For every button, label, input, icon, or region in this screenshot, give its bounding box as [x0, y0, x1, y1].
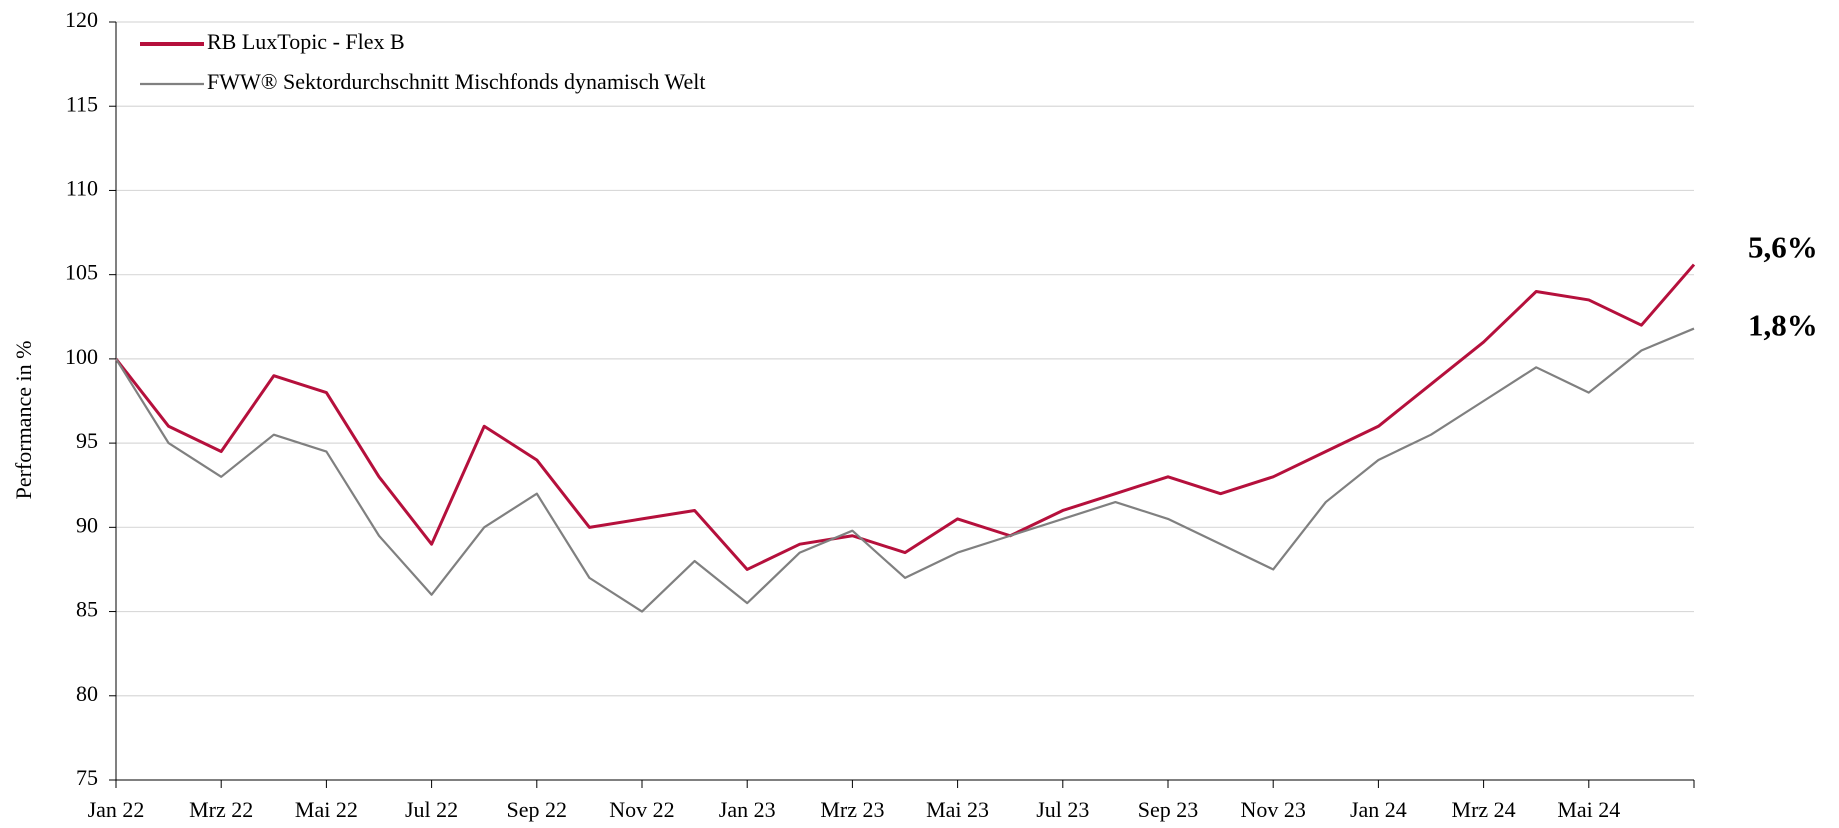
y-tick-label: 80 — [76, 681, 98, 706]
series-line — [114, 263, 1696, 571]
y-axis-label: Performance in % — [11, 341, 36, 500]
x-tick-label: Mai 22 — [295, 797, 358, 822]
series-line — [115, 327, 1695, 613]
y-tick-label: 95 — [76, 428, 98, 453]
y-tick-label: 90 — [76, 512, 98, 537]
legend-label: FWW® Sektordurchschnitt Mischfonds dynam… — [207, 69, 705, 94]
x-tick-label: Jan 22 — [88, 797, 145, 822]
end-label: 1,8% — [1748, 308, 1818, 343]
x-tick-label: Mrz 24 — [1452, 797, 1516, 822]
x-tick-label: Mrz 23 — [820, 797, 884, 822]
y-tick-label: 115 — [66, 91, 98, 116]
y-tick-label: 85 — [76, 597, 98, 622]
y-tick-label: 105 — [65, 260, 98, 285]
x-tick-label: Nov 23 — [1241, 797, 1306, 822]
y-tick-label: 100 — [65, 344, 98, 369]
x-tick-label: Jul 23 — [1036, 797, 1089, 822]
x-tick-label: Jan 23 — [719, 797, 776, 822]
y-tick-label: 75 — [76, 765, 98, 790]
x-tick-label: Jul 22 — [405, 797, 458, 822]
legend-label: RB LuxTopic - Flex B — [207, 29, 405, 54]
x-tick-label: Nov 22 — [609, 797, 674, 822]
y-tick-label: 110 — [66, 175, 98, 200]
x-tick-label: Mai 24 — [1557, 797, 1620, 822]
x-tick-label: Mrz 22 — [189, 797, 253, 822]
x-tick-label: Jan 24 — [1350, 797, 1407, 822]
end-label: 5,6% — [1748, 230, 1818, 265]
y-tick-label: 120 — [65, 7, 98, 32]
x-tick-label: Sep 23 — [1138, 797, 1199, 822]
x-tick-label: Mai 23 — [926, 797, 989, 822]
x-tick-label: Sep 22 — [507, 797, 568, 822]
